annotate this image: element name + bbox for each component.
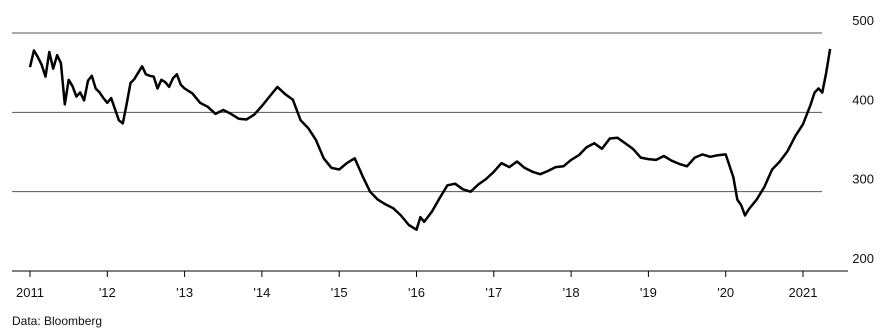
series-line-0: [28, 48, 832, 231]
x-tick-label-2017: '17: [485, 285, 502, 300]
y-tick-label-400: 400: [852, 92, 874, 107]
x-tick-label-2014: '14: [253, 285, 270, 300]
x-ticks: 2011 '12 '13 '14 '15 '16 '17 '18 '19 '20 2021: [16, 271, 817, 300]
x-tick-label-2015: '15: [331, 285, 348, 300]
x-tick-label-2020: '20: [717, 285, 734, 300]
x-tick-label-2012: '12: [99, 285, 116, 300]
y-tick-label-200: 200: [852, 251, 874, 266]
gridlines: [12, 32, 822, 193]
y-tick-label-300: 300: [852, 172, 874, 187]
x-tick-label-2019: '19: [640, 285, 657, 300]
x-tick-label-2018: '18: [563, 285, 580, 300]
x-tick-label-2011: 2011: [16, 285, 44, 300]
y-tick-labels: 200 300 400 500: [852, 13, 874, 266]
y-tick-label-500: 500: [852, 13, 874, 28]
series-group: [28, 48, 832, 231]
source-note: Data: Bloomberg: [12, 314, 103, 328]
x-tick-label-2016: '16: [408, 285, 425, 300]
x-tick-label-2021: 2021: [789, 285, 818, 300]
x-tick-label-2013: '13: [176, 285, 193, 300]
